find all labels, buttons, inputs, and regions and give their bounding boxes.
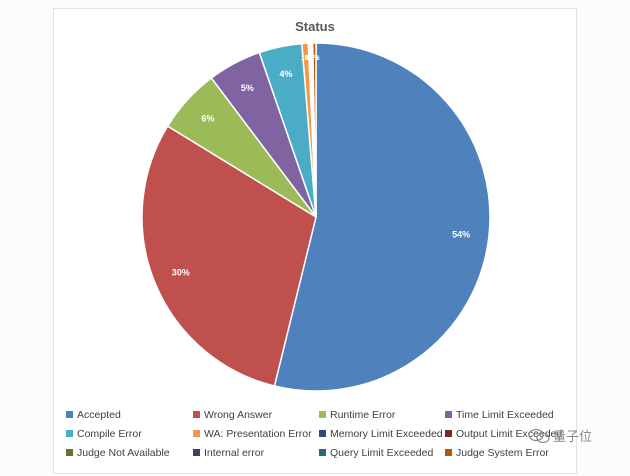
legend-swatch (445, 411, 452, 418)
legend-label: Query Limit Exceeded (330, 446, 434, 459)
legend-item-time-limit-exceeded: Time Limit Exceeded (445, 409, 576, 421)
legend-swatch (445, 430, 452, 437)
legend-item-compile-error: Compile Error (66, 428, 193, 440)
legend-swatch (319, 411, 326, 418)
data-label-time-limit-exceeded: 5% (241, 83, 254, 93)
legend-label: Compile Error (77, 427, 142, 440)
data-label-wa-presentation-error: 1% (301, 55, 312, 62)
legend-item-accepted: Accepted (66, 409, 193, 421)
legend-label: WA: Presentation Error (204, 427, 312, 440)
chart-area: Status 54%30%6%5%4%1%0%0%0%0%0%0% Accept… (53, 8, 577, 474)
legend-label: Judge Not Available (77, 446, 170, 459)
legend-swatch (66, 411, 73, 418)
legend-label: Output Limit Exceeded (456, 427, 563, 440)
legend-swatch (193, 411, 200, 418)
legend-label: Time Limit Exceeded (456, 408, 554, 421)
data-label-runtime-error: 6% (201, 114, 214, 124)
legend-item-memory-limit-exceeded: Memory Limit Exceeded (319, 428, 445, 440)
legend-label: Judge System Error (456, 446, 549, 459)
legend-label: Internal error (204, 446, 265, 459)
pie-chart: 54%30%6%5%4%1%0%0%0%0%0%0% (141, 42, 491, 392)
legend-swatch (319, 430, 326, 437)
pie-slice-accepted (273, 42, 491, 392)
legend-label: Wrong Answer (204, 408, 273, 421)
wechat-icon (528, 428, 550, 443)
legend-label: Memory Limit Exceeded (330, 427, 443, 440)
legend-item-wrong-answer: Wrong Answer (193, 409, 319, 421)
legend-row: Accepted Wrong Answer Runtime Error Time Li… (66, 405, 576, 424)
data-label-compile-error: 4% (279, 69, 292, 79)
legend-swatch (66, 430, 73, 437)
legend: Accepted Wrong Answer Runtime Error Time Li… (66, 405, 576, 462)
legend-row: Judge Not Available Internal error Query L… (66, 443, 576, 462)
chart-title: Status (295, 19, 335, 34)
legend-item-query-limit-exceeded: Query Limit Exceeded (319, 447, 445, 459)
watermark: 量子位 (528, 426, 592, 445)
legend-label: Runtime Error (330, 408, 396, 421)
legend-swatch (66, 449, 73, 456)
legend-swatch (193, 430, 200, 437)
legend-item-judge-not-available: Judge Not Available (66, 447, 193, 459)
legend-item-judge-system-error: Judge System Error (445, 447, 576, 459)
legend-swatch (193, 449, 200, 456)
watermark-text: 量子位 (553, 429, 593, 444)
legend-label: Accepted (77, 408, 121, 421)
legend-item-runtime-error: Runtime Error (319, 409, 445, 421)
legend-swatch (319, 449, 326, 456)
legend-item-output-limit-exceeded: Output Limit Exceeded (445, 428, 576, 440)
data-label-judge-system-error: 0% (309, 55, 320, 62)
legend-item-internal-error: Internal error (193, 447, 319, 459)
data-label-wrong-answer: 30% (172, 268, 190, 278)
pie-slice-judge-system-error (311, 42, 317, 218)
data-label-accepted: 54% (452, 230, 470, 240)
legend-swatch (445, 449, 452, 456)
legend-row: Compile Error WA: Presentation Error Memor… (66, 424, 576, 443)
legend-item-wa-presentation-error: WA: Presentation Error (193, 428, 319, 440)
